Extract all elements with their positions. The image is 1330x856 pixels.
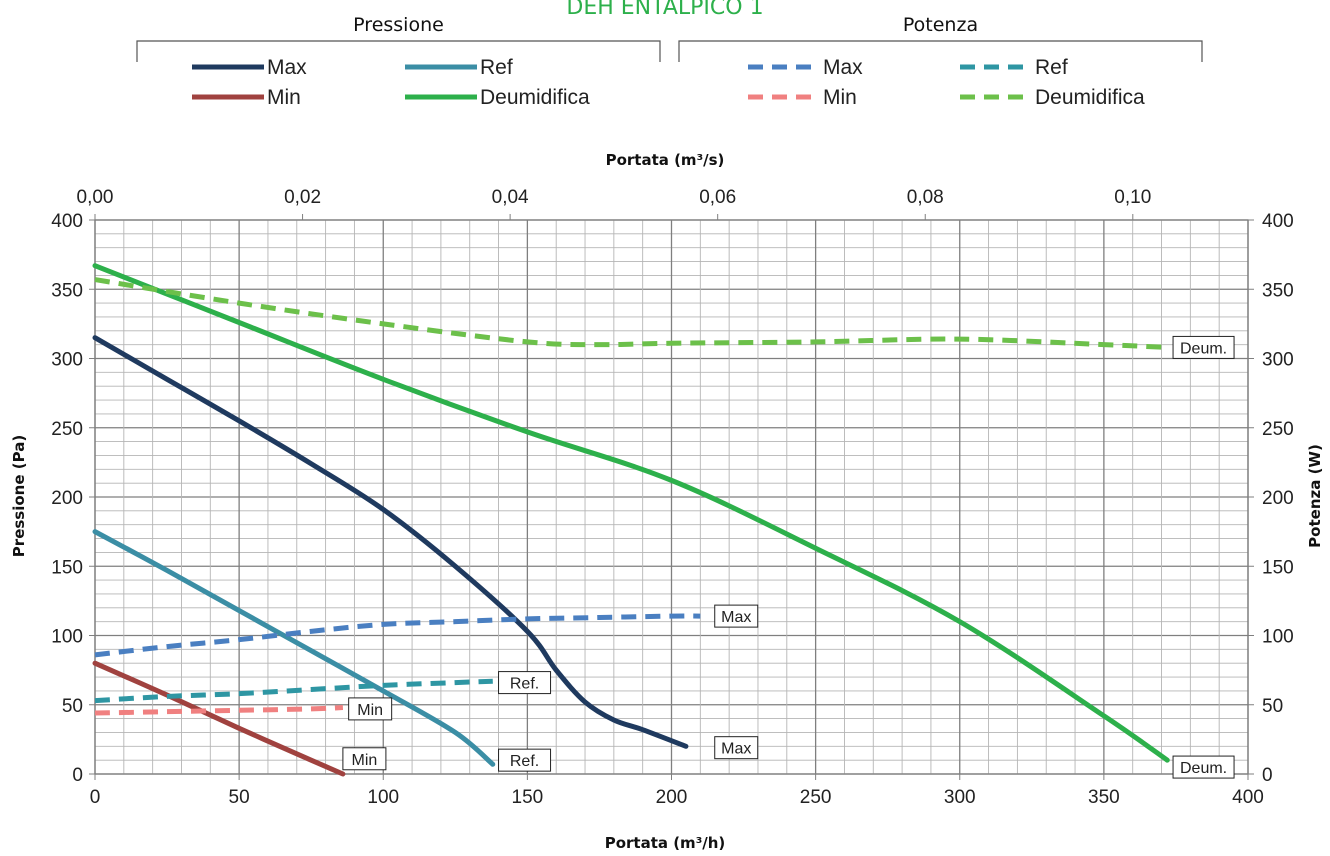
legend-group-pressione: Pressione Max Ref Min Deumidifica	[136, 14, 661, 109]
annotation-label: Deum.	[1180, 340, 1227, 357]
series-potenza-ref-line	[94, 678, 493, 704]
legend-item-ref: Ref	[960, 56, 1068, 79]
legend-group-title: Pressione	[353, 14, 444, 36]
annotation-box: Min	[342, 747, 387, 771]
series-pressione-ref-line	[92, 529, 496, 767]
y-tick-label: 400	[51, 211, 83, 232]
annotation-box: Deum.	[1172, 755, 1235, 779]
y2-tick-label: 50	[1262, 696, 1283, 717]
annotation-label: Deum.	[1180, 760, 1227, 777]
y-tick-label: 0	[72, 765, 83, 786]
annotation-box: Ref.	[498, 748, 552, 772]
x-tick-label: 100	[367, 787, 399, 808]
x-tick-label: 200	[656, 787, 688, 808]
y2-tick-label: 350	[1262, 280, 1294, 301]
x-axis-label: Portata (m³/h)	[605, 834, 726, 852]
y-tick-label: 250	[51, 419, 83, 440]
legend-label: Deumidifica	[1035, 86, 1145, 109]
legend-group-title: Potenza	[903, 14, 978, 36]
legend-item-min: Min	[748, 86, 857, 109]
annotation-label: Ref.	[510, 676, 539, 693]
annotation-label: Max	[721, 741, 751, 758]
axes: 0 50 100 150 200 250 300 350 4000501001502002503…	[51, 187, 1293, 808]
legend-label: Min	[823, 86, 857, 109]
x-tick-label: 0	[90, 787, 101, 808]
annotation-layer: Max Ref. Min Deum. Max Ref. Min Deum.	[342, 335, 1235, 779]
legend-bracket	[678, 40, 1203, 62]
x-tick-label: 250	[800, 787, 832, 808]
x-tick-label: 150	[512, 787, 544, 808]
y2-tick-label: 150	[1262, 557, 1294, 578]
y2-tick-label: 0	[1262, 765, 1273, 786]
legend-label: Ref	[1035, 56, 1068, 79]
x2-tick-label: 0,04	[492, 187, 529, 208]
y-tick-label: 50	[62, 696, 83, 717]
legend-label: Max	[823, 56, 863, 79]
series-pressione-max-line	[92, 335, 689, 749]
x-tick-label: 350	[1088, 787, 1120, 808]
y-tick-label: 300	[51, 350, 83, 371]
x-tick-label: 400	[1232, 787, 1264, 808]
series-pressione-deumidifica-line	[92, 263, 1170, 763]
x2-tick-label: 0,08	[907, 187, 944, 208]
legend-item-min: Min	[192, 86, 301, 109]
y2-tick-label: 400	[1262, 211, 1294, 232]
annotation-box: Max	[714, 604, 759, 628]
grid	[94, 219, 1249, 775]
x2-tick-label: 0,06	[699, 187, 736, 208]
y-tick-label: 100	[51, 627, 83, 648]
legend-item-deumidifica: Deumidifica	[405, 86, 590, 109]
x-tick-label: 300	[944, 787, 976, 808]
y-tick-label: 200	[51, 488, 83, 509]
legend: Pressione Max Ref Min Deumidifica Potenza Max R…	[136, 14, 1203, 109]
annotation-frame	[714, 736, 759, 760]
y2-tick-label: 200	[1262, 488, 1294, 509]
legend-item-ref: Ref	[405, 56, 513, 79]
annotation-label: Max	[721, 609, 751, 626]
legend-group-potenza: Potenza Max Ref Min Deumidifica	[678, 14, 1203, 109]
annotation-box: Min	[348, 697, 393, 721]
y2-tick-label: 250	[1262, 419, 1294, 440]
series-potenza-deumidifica-line	[94, 277, 1168, 350]
x2-tick-label: 0,10	[1114, 187, 1151, 208]
y2-tick-label: 300	[1262, 350, 1294, 371]
chart-title: DEH ENTALPICO 1	[566, 0, 763, 20]
x2-axis-label: Portata (m³/s)	[606, 151, 725, 169]
annotation-label: Ref.	[510, 753, 539, 770]
x2-tick-label: 0,00	[77, 187, 114, 208]
x-tick-label: 50	[229, 787, 250, 808]
annotation-label: Min	[357, 702, 383, 719]
annotation-box: Ref.	[498, 671, 552, 695]
y2-axis-label: Potenza (W)	[1306, 444, 1324, 548]
annotation-frame	[498, 748, 552, 772]
y-axis-label: Pressione (Pa)	[10, 435, 28, 557]
series-potenza-min-line	[94, 705, 344, 716]
annotation-frame	[714, 604, 759, 628]
legend-label: Max	[267, 56, 307, 79]
series-layer	[92, 263, 1170, 777]
legend-label: Ref	[480, 56, 513, 79]
annotation-frame	[1172, 335, 1235, 359]
y-tick-label: 350	[51, 280, 83, 301]
x2-tick-label: 0,02	[284, 187, 321, 208]
legend-label: Deumidifica	[480, 86, 590, 109]
annotation-frame	[1172, 755, 1235, 779]
legend-label: Min	[267, 86, 301, 109]
y2-tick-label: 100	[1262, 627, 1294, 648]
legend-item-deumidifica: Deumidifica	[960, 86, 1145, 109]
legend-item-max: Max	[192, 56, 307, 79]
series-potenza-max-line	[94, 613, 701, 658]
annotation-frame	[498, 671, 552, 695]
annotation-label: Min	[352, 752, 378, 769]
annotation-box: Max	[714, 736, 759, 760]
y-tick-label: 150	[51, 557, 83, 578]
annotation-frame	[342, 747, 387, 771]
series-pressione-min-line	[92, 660, 346, 777]
legend-item-max: Max	[748, 56, 863, 79]
legend-bracket	[136, 40, 661, 62]
annotation-box: Deum.	[1172, 335, 1235, 359]
annotation-frame	[348, 697, 393, 721]
